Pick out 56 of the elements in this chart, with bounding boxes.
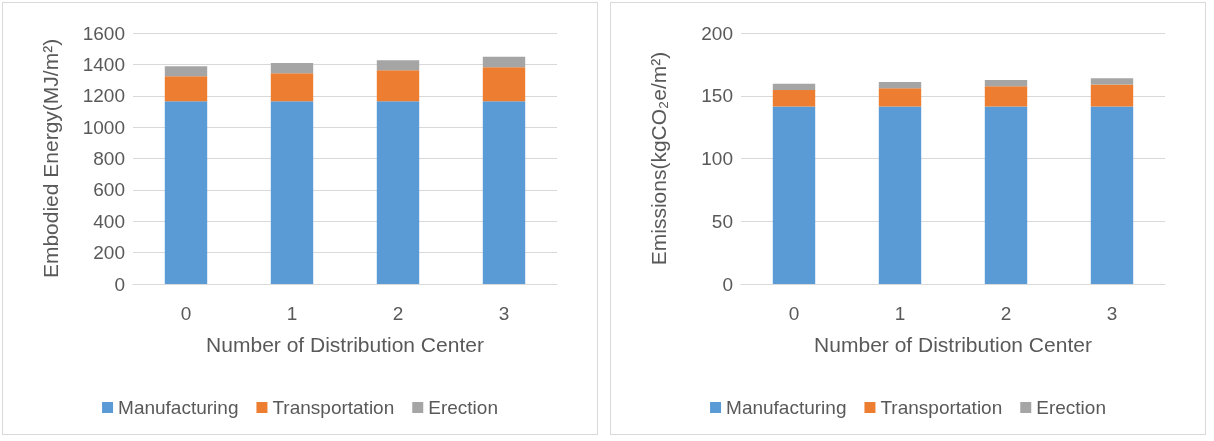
legend-label: Manufacturing [118, 397, 239, 418]
y-tick-label: 200 [701, 22, 733, 44]
bar [772, 106, 816, 284]
x-tick-label: 1 [894, 303, 906, 324]
bar [878, 106, 922, 284]
y-tick-label: 1200 [82, 85, 125, 107]
bar [482, 101, 526, 284]
x-tick-label: 3 [498, 303, 510, 324]
x-tick-label: 0 [788, 303, 800, 324]
y-tick-label: 0 [722, 273, 733, 295]
y-tick-label: 600 [93, 179, 125, 201]
y-axis-title: Emissions(kgCO₂e/m²) [647, 51, 670, 266]
x-tick-label: 3 [1106, 303, 1118, 324]
y-tick-label: 150 [701, 85, 733, 107]
legend-label: Erection [1036, 397, 1106, 418]
y-tick-label: 800 [93, 148, 125, 169]
bar [984, 86, 1028, 107]
bar [376, 60, 420, 71]
x-axis-title: Number of Distribution Center [206, 333, 484, 356]
bar [1090, 84, 1134, 107]
bar [482, 56, 526, 68]
bar [878, 88, 922, 107]
x-tick-label: 2 [1000, 303, 1012, 324]
legend-label: Transportation [880, 397, 1003, 418]
y-tick-label: 50 [711, 210, 733, 232]
bar [984, 80, 1028, 87]
x-tick-label: 2 [392, 303, 404, 324]
y-tick-label: 1000 [82, 116, 125, 138]
y-tick-label: 200 [93, 242, 125, 264]
bar [270, 73, 314, 102]
x-axis-title: Number of Distribution Center [814, 333, 1092, 356]
bar [164, 76, 208, 102]
y-tick-label: 1600 [82, 22, 125, 44]
bar [482, 67, 526, 102]
bar [164, 66, 208, 77]
x-tick-label: 1 [286, 303, 298, 324]
y-tick-label: 100 [701, 148, 733, 169]
y-axis-title: Embodied Energy(MJ/m²) [39, 38, 62, 279]
bar [376, 101, 420, 284]
legend-label: Manufacturing [726, 397, 847, 418]
x-tick-label: 0 [180, 303, 192, 324]
bar [878, 81, 922, 89]
y-tick-label: 400 [93, 210, 125, 232]
bar [164, 101, 208, 284]
y-tick-label: 1400 [82, 53, 125, 75]
y-tick-label: 0 [114, 273, 125, 295]
bar [376, 70, 420, 102]
legend-label: Erection [428, 397, 498, 418]
legend-label: Transportation [272, 397, 395, 418]
bar [772, 83, 816, 91]
bar [1090, 106, 1134, 284]
bar [772, 90, 816, 107]
bar [270, 101, 314, 284]
bar [984, 106, 1028, 284]
bar [1090, 78, 1134, 85]
bar [270, 63, 314, 74]
